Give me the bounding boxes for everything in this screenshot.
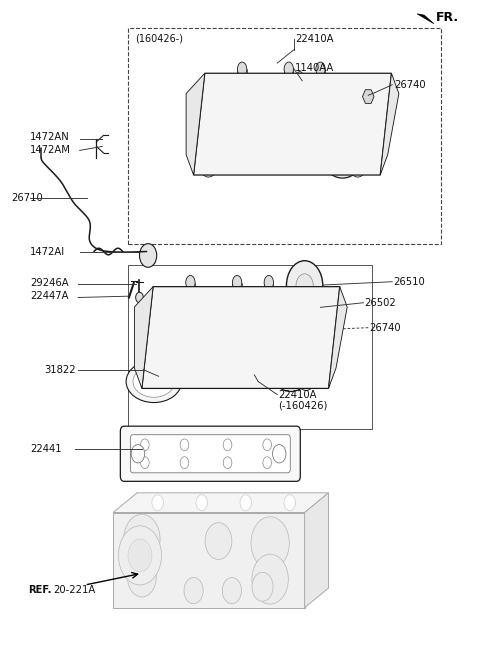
Ellipse shape [191,303,224,356]
Circle shape [263,457,272,468]
Polygon shape [134,287,153,388]
Circle shape [119,526,161,585]
Polygon shape [186,73,205,175]
Text: 1140AA: 1140AA [295,63,334,73]
Text: 29246A: 29246A [30,278,69,288]
Circle shape [287,261,323,311]
Polygon shape [380,73,399,175]
Circle shape [360,86,376,107]
Circle shape [240,495,252,511]
Polygon shape [193,73,391,175]
Text: 20-221A: 20-221A [53,585,96,595]
Circle shape [273,445,286,463]
Circle shape [222,578,241,604]
Circle shape [124,515,160,564]
Circle shape [180,439,189,451]
Circle shape [252,554,288,604]
Circle shape [205,162,212,172]
Ellipse shape [148,370,165,390]
Ellipse shape [298,370,314,390]
Text: (-160426): (-160426) [278,401,328,411]
Circle shape [140,243,157,267]
Polygon shape [113,493,328,513]
Ellipse shape [186,276,195,290]
Ellipse shape [200,157,217,177]
Text: 26502: 26502 [364,297,396,308]
Circle shape [354,162,361,172]
Circle shape [128,557,156,597]
Ellipse shape [261,293,321,392]
Polygon shape [113,513,305,608]
Circle shape [263,439,272,451]
Polygon shape [328,287,347,388]
Circle shape [302,375,310,386]
Circle shape [131,445,144,463]
Text: 26740: 26740 [369,322,401,333]
Ellipse shape [126,361,181,403]
Bar [128,265,372,429]
Polygon shape [362,89,374,103]
Circle shape [292,289,321,328]
Circle shape [184,578,203,604]
Circle shape [298,297,315,320]
Circle shape [141,457,149,468]
Circle shape [136,292,144,303]
Ellipse shape [264,276,274,290]
Bar [128,28,441,243]
FancyBboxPatch shape [131,435,290,473]
Circle shape [364,91,372,102]
Circle shape [328,327,334,335]
Ellipse shape [316,62,325,76]
Ellipse shape [235,78,283,155]
Ellipse shape [133,366,175,397]
Text: 26510: 26510 [393,277,425,287]
Circle shape [365,85,379,103]
Ellipse shape [312,80,372,178]
Ellipse shape [183,291,231,368]
Text: 22441: 22441 [30,443,62,453]
Circle shape [205,522,232,559]
Circle shape [324,322,337,340]
Text: 1472AI: 1472AI [30,247,65,257]
Text: 22410A: 22410A [278,390,317,399]
Text: 26710: 26710 [11,193,43,203]
Text: 31822: 31822 [44,365,75,374]
Text: 1472AN: 1472AN [30,132,70,141]
Text: 1472AM: 1472AM [30,145,71,155]
Circle shape [251,517,289,569]
Circle shape [297,72,303,81]
Ellipse shape [284,62,293,76]
Text: 22447A: 22447A [30,291,69,301]
Circle shape [314,298,327,316]
Circle shape [196,495,207,511]
Polygon shape [305,493,328,608]
Ellipse shape [238,62,247,76]
Circle shape [223,439,232,451]
Text: 22410A: 22410A [295,34,334,44]
Circle shape [152,495,163,511]
Ellipse shape [272,312,310,373]
Text: REF.: REF. [28,585,52,595]
Circle shape [128,539,152,572]
Circle shape [153,375,160,386]
Polygon shape [417,14,434,24]
Ellipse shape [242,89,276,142]
FancyBboxPatch shape [120,426,300,482]
Circle shape [296,274,313,297]
Ellipse shape [324,99,361,160]
Text: 26740: 26740 [394,80,426,89]
Ellipse shape [232,276,242,290]
Ellipse shape [349,157,366,177]
Circle shape [141,439,149,451]
Text: (160426-): (160426-) [135,34,183,43]
Circle shape [180,457,189,468]
Polygon shape [142,287,340,388]
Circle shape [284,495,296,511]
Text: FR.: FR. [436,11,459,24]
Circle shape [223,457,232,468]
Circle shape [252,572,273,601]
